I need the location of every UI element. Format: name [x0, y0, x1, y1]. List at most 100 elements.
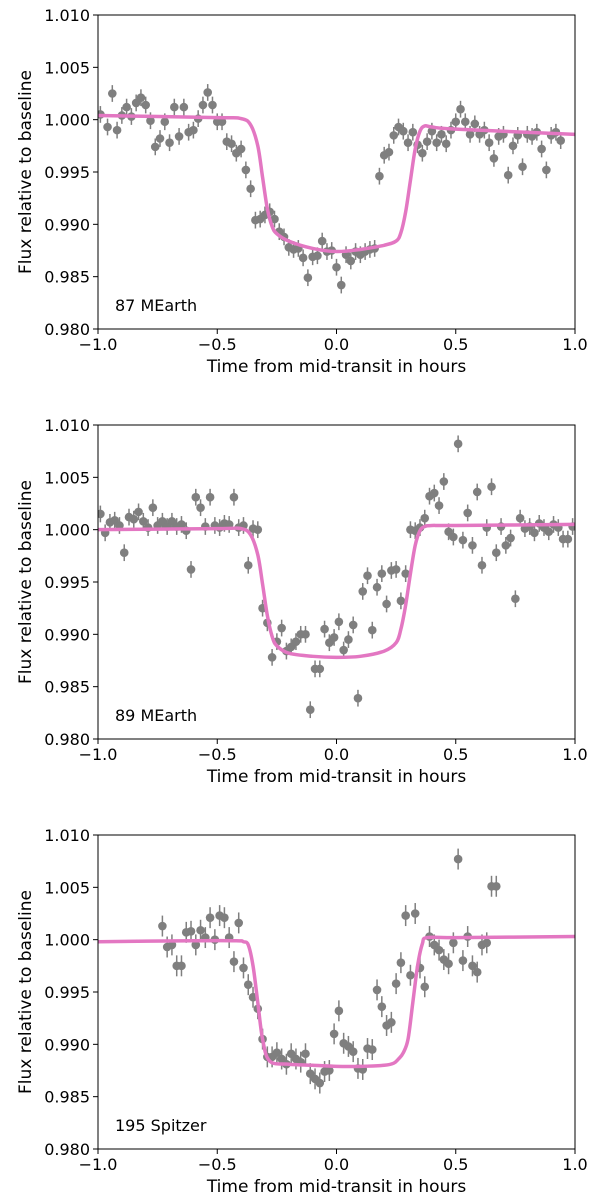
data-point	[196, 499, 205, 517]
point-marker	[434, 501, 444, 510]
point-marker	[401, 911, 410, 920]
point-marker	[387, 1018, 396, 1027]
point-marker	[372, 582, 382, 592]
data-point	[401, 905, 410, 927]
point-marker	[253, 525, 263, 534]
data-point	[489, 150, 499, 167]
point-marker	[449, 532, 458, 542]
data-point	[403, 134, 413, 152]
data-point	[453, 848, 463, 870]
data-point	[239, 957, 248, 979]
point-marker	[243, 980, 253, 989]
point-marker	[384, 147, 394, 157]
point-marker	[329, 1029, 339, 1039]
panel-2-annotation: 89 MEarth	[115, 706, 197, 725]
data-point	[472, 483, 482, 501]
point-marker	[348, 620, 358, 630]
data-point	[396, 952, 406, 974]
data-point	[220, 907, 229, 929]
point-marker	[217, 117, 227, 127]
data-point	[460, 113, 470, 131]
point-marker	[170, 102, 179, 112]
point-marker	[470, 119, 480, 129]
point-marker	[449, 938, 458, 948]
y-tick-label: 0.985	[44, 678, 90, 697]
data-point	[344, 631, 353, 648]
data-point	[468, 955, 477, 977]
data-point	[234, 912, 244, 934]
point-marker	[420, 513, 430, 523]
data-point	[418, 144, 427, 162]
data-point	[432, 134, 441, 152]
point-marker	[422, 137, 432, 146]
point-marker	[432, 138, 441, 147]
point-marker	[453, 439, 463, 449]
panel-2-y-axis-label: Flux relative to baseline	[16, 480, 36, 684]
point-marker	[305, 705, 315, 714]
point-marker	[489, 154, 499, 163]
x-tick-label: −1.0	[79, 745, 118, 764]
data-point	[422, 133, 432, 151]
point-marker	[460, 117, 470, 127]
point-marker	[246, 184, 255, 194]
y-tick-label: 1.010	[44, 826, 90, 845]
point-marker	[563, 534, 573, 544]
panel-2-ticks: −1.0 −0.5 0.0 0.5 1.0 0.980 0.985 0.990 0.995 1.0…	[44, 416, 588, 764]
x-tick-label: −0.5	[198, 1155, 237, 1174]
point-marker	[367, 1045, 377, 1054]
point-marker	[544, 527, 554, 537]
point-marker	[437, 130, 446, 139]
y-tick-label: 0.980	[44, 730, 90, 749]
panel-3-x-axis-label: Time from mid-transit in hours	[206, 1177, 467, 1197]
y-tick-label: 0.995	[44, 163, 90, 182]
data-point	[382, 595, 391, 613]
data-point	[246, 180, 255, 198]
point-marker	[205, 913, 215, 922]
data-point	[320, 620, 329, 638]
point-marker	[458, 956, 468, 965]
x-tick-label: −0.5	[198, 745, 237, 764]
point-marker	[329, 633, 339, 642]
point-marker	[408, 127, 418, 137]
point-marker	[472, 487, 482, 497]
data-point	[196, 919, 205, 941]
point-marker	[315, 1078, 325, 1088]
point-marker	[103, 122, 112, 132]
point-marker	[186, 926, 196, 936]
panel-1-ticks: −1.0 −0.5 0.0 0.5 1.0 0.980 0.985 0.990 0.995 1.0…	[44, 6, 588, 354]
point-marker	[372, 985, 382, 995]
point-marker	[503, 170, 513, 180]
point-marker	[320, 624, 329, 634]
x-tick-label: −1.0	[79, 335, 118, 354]
data-point	[406, 964, 415, 986]
panel-1-marks	[98, 84, 575, 294]
point-marker	[177, 520, 186, 529]
x-tick-label: −1.0	[79, 1155, 118, 1174]
data-point	[372, 979, 382, 1001]
data-point	[353, 689, 363, 707]
data-point	[401, 565, 410, 582]
point-marker	[270, 214, 279, 224]
panel-3-ticks: −1.0 −0.5 0.0 0.5 1.0 0.980 0.985 0.990 0.995 1.0…	[44, 826, 588, 1174]
point-marker	[115, 521, 124, 530]
data-point	[468, 536, 477, 554]
point-marker	[150, 142, 160, 152]
data-point	[449, 528, 458, 546]
data-point	[155, 130, 165, 147]
data-point	[358, 583, 368, 600]
data-point	[170, 98, 179, 116]
point-marker	[453, 854, 463, 864]
data-point	[270, 210, 279, 228]
model-curve	[98, 522, 575, 660]
data-point	[315, 1072, 325, 1094]
model-curve	[98, 934, 575, 1069]
point-marker	[482, 938, 492, 948]
data-point	[398, 122, 408, 140]
point-marker	[191, 492, 201, 502]
panel-3: −1.0 −0.5 0.0 0.5 1.0 0.980 0.985 0.990 0.995 1.0…	[16, 826, 588, 1197]
x-tick-label: 0.5	[443, 335, 468, 354]
point-marker	[174, 132, 184, 141]
point-marker	[158, 921, 167, 931]
model-curve	[98, 113, 575, 254]
